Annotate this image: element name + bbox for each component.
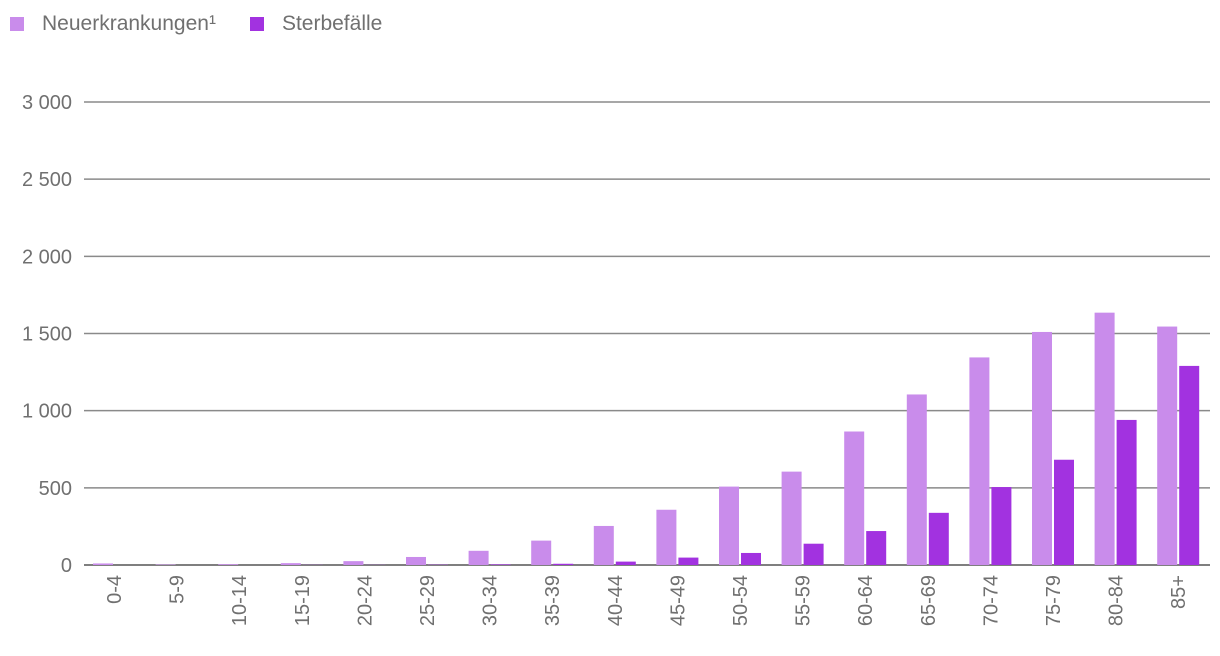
- x-tick-label: 15-19: [292, 575, 314, 626]
- bar-neuerkrankungen: [280, 563, 301, 565]
- bar-sterbefaelle: [928, 512, 949, 565]
- x-tick-label: 85+: [1168, 575, 1190, 609]
- legend-swatch-sterbefaelle: [249, 17, 264, 31]
- x-tick-label: 40-44: [605, 575, 627, 626]
- bar-sterbefaelle: [1116, 419, 1137, 565]
- legend-item-sterbefaelle: Sterbefälle: [249, 12, 383, 36]
- x-tick-label: 50-54: [730, 575, 752, 626]
- x-tick-label: 25-29: [417, 575, 439, 626]
- bar-neuerkrankungen: [844, 431, 865, 565]
- y-tick-label: 0: [61, 555, 72, 577]
- legend-swatch-neuerkrankungen: [10, 17, 24, 31]
- bar-neuerkrankungen: [656, 509, 677, 565]
- x-tick-label: 5-9: [167, 575, 189, 604]
- y-tick-label: 1 000: [22, 401, 72, 423]
- x-tick-label: 80-84: [1106, 575, 1128, 626]
- x-tick-label: 75-79: [1043, 575, 1065, 626]
- x-tick-label: 65-69: [918, 575, 940, 626]
- chart-legend: Neuerkrankungen¹ Sterbefälle: [10, 12, 416, 36]
- x-tick-label: 60-64: [855, 575, 877, 626]
- bar-neuerkrankungen: [1032, 331, 1052, 565]
- y-tick-label: 2 000: [22, 246, 72, 268]
- bar-neuerkrankungen: [468, 550, 489, 565]
- x-tick-label: 70-74: [980, 575, 1002, 626]
- bar-neuerkrankungen: [719, 486, 739, 565]
- bar-neuerkrankungen: [343, 561, 364, 565]
- bar-sterbefaelle: [866, 531, 887, 565]
- bar-sterbefaelle: [490, 564, 511, 565]
- bar-neuerkrankungen: [93, 563, 113, 565]
- x-tick-label: 35-39: [542, 575, 564, 626]
- bar-sterbefaelle: [991, 487, 1012, 565]
- bar-neuerkrankungen: [531, 540, 552, 565]
- x-tick-label: 30-34: [480, 575, 502, 626]
- bar-sterbefaelle: [1179, 365, 1200, 565]
- bar-neuerkrankungen: [969, 357, 990, 565]
- x-tick-label: 0-4: [104, 575, 126, 604]
- x-tick-label: 55-59: [793, 575, 815, 626]
- bar-neuerkrankungen: [218, 564, 239, 565]
- x-tick-label: 45-49: [667, 575, 689, 626]
- x-tick-label: 20-24: [354, 575, 376, 626]
- x-tick-label: 10-14: [229, 575, 251, 626]
- y-tick-label: 3 000: [22, 92, 72, 114]
- bar-sterbefaelle: [803, 543, 824, 565]
- bar-neuerkrankungen: [906, 394, 927, 565]
- legend-item-neuerkrankungen: Neuerkrankungen¹: [10, 12, 216, 36]
- bar-neuerkrankungen: [1157, 326, 1178, 565]
- legend-label-neuerkrankungen: Neuerkrankungen¹: [42, 12, 216, 35]
- bar-sterbefaelle: [678, 557, 699, 565]
- legend-label-sterbefaelle: Sterbefälle: [281, 12, 383, 35]
- bar-neuerkrankungen: [406, 556, 426, 565]
- bar-neuerkrankungen: [781, 471, 802, 565]
- bar-neuerkrankungen: [593, 525, 614, 565]
- y-tick-label: 500: [39, 478, 72, 500]
- bar-neuerkrankungen: [1094, 312, 1115, 565]
- y-tick-label: 1 500: [22, 324, 72, 346]
- bar-sterbefaelle: [741, 552, 761, 565]
- y-tick-label: 2 500: [22, 169, 72, 191]
- bar-sterbefaelle: [1054, 459, 1074, 565]
- bar-sterbefaelle: [553, 563, 574, 565]
- bar-sterbefaelle: [615, 561, 636, 565]
